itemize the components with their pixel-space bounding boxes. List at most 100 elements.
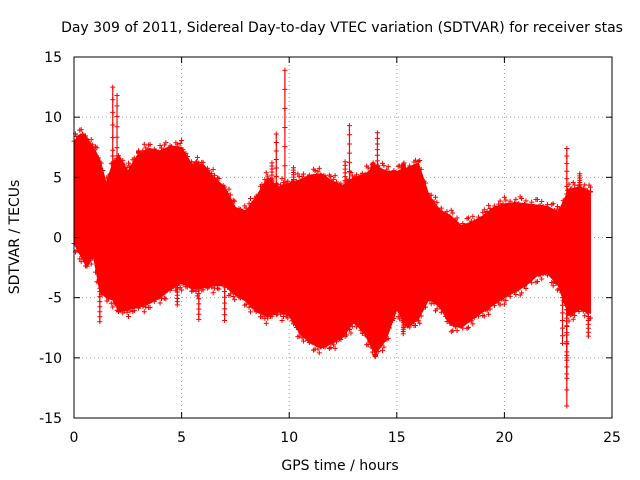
- data-spike-marker: [564, 323, 570, 329]
- data-point-marker: [354, 172, 360, 178]
- data-point-marker: [431, 300, 437, 306]
- data-point-marker: [309, 339, 315, 345]
- data-spike-marker: [370, 160, 376, 166]
- data-point-marker: [159, 296, 165, 302]
- data-point-marker: [372, 344, 378, 350]
- data-point-marker: [544, 202, 550, 208]
- data-spike-marker: [282, 86, 288, 92]
- data-point-marker: [521, 202, 527, 208]
- data-point-marker: [240, 210, 246, 216]
- data-spike-marker: [110, 160, 116, 166]
- data-point-marker: [126, 314, 132, 320]
- y-tick-label: 5: [53, 170, 62, 186]
- data-spike-marker: [273, 165, 279, 171]
- data-point-marker: [537, 272, 543, 278]
- data-point-marker: [509, 204, 515, 210]
- data-point-marker: [82, 133, 88, 139]
- data-point-marker: [440, 212, 446, 218]
- data-point-marker: [539, 199, 545, 205]
- data-point-marker: [486, 202, 492, 208]
- data-point-marker: [579, 191, 585, 197]
- data-spike-marker: [564, 403, 570, 409]
- axis-ticks: 0 5 10 15 20 25 -15 -10 -5 0 5 10 15: [39, 50, 621, 446]
- data-point-marker: [293, 324, 299, 330]
- data-point-marker: [367, 170, 373, 176]
- y-tick-label: -15: [39, 411, 62, 427]
- data-spike-marker: [114, 103, 120, 109]
- data-point-marker: [131, 308, 137, 314]
- data-point-marker: [156, 149, 162, 155]
- data-spike-marker: [374, 158, 380, 164]
- data-point-marker: [460, 221, 466, 227]
- data-point-marker: [510, 207, 516, 213]
- data-point-marker: [98, 160, 104, 166]
- data-point-marker: [219, 277, 225, 283]
- data-point-marker: [253, 309, 259, 315]
- y-tick-label: 0: [53, 231, 62, 247]
- data-point-marker: [316, 165, 322, 171]
- data-point-marker: [329, 179, 335, 185]
- data-spike-marker: [587, 189, 593, 195]
- data-point-marker: [154, 290, 160, 296]
- data-point-marker: [115, 309, 121, 315]
- data-point-marker: [192, 283, 198, 289]
- data-spike-marker: [342, 159, 348, 165]
- data-point-marker: [454, 328, 460, 334]
- data-point-marker: [308, 336, 314, 342]
- data-point-marker: [170, 150, 176, 156]
- data-point-marker: [75, 134, 81, 140]
- data-point-marker: [154, 153, 160, 159]
- data-point-marker: [250, 202, 256, 208]
- data-point-marker: [296, 333, 302, 339]
- data-point-marker: [418, 313, 424, 319]
- data-point-marker: [466, 324, 472, 330]
- data-point-marker: [233, 207, 239, 213]
- data-point-marker: [278, 311, 284, 317]
- data-point-marker: [160, 148, 166, 154]
- data-spike-marker: [273, 140, 279, 146]
- data-point-marker: [295, 171, 301, 177]
- data-point-marker: [207, 174, 213, 180]
- data-point-marker: [259, 314, 265, 320]
- y-tick-label: -10: [39, 351, 62, 367]
- data-point-marker: [447, 213, 453, 219]
- data-point-marker: [216, 286, 222, 292]
- data-point-marker: [134, 299, 140, 305]
- data-spike-marker: [196, 291, 202, 297]
- data-point-marker: [509, 287, 515, 293]
- data-point-marker: [306, 172, 312, 178]
- data-point-marker: [506, 202, 512, 208]
- data-point-marker: [367, 338, 373, 344]
- data-spike-marker: [110, 97, 116, 103]
- data-point-marker: [550, 283, 556, 289]
- data-point-marker: [430, 297, 436, 303]
- data-point-marker: [166, 149, 172, 155]
- data-point-marker: [532, 204, 538, 210]
- data-point-marker: [169, 285, 175, 291]
- data-point-marker: [94, 145, 100, 151]
- data-spike-marker: [273, 174, 279, 180]
- data-point-marker: [554, 204, 560, 210]
- data-point-marker: [217, 184, 223, 190]
- data-point-marker: [113, 300, 119, 306]
- data-point-marker: [540, 204, 546, 210]
- data-point-marker: [210, 167, 216, 173]
- data-point-marker: [542, 264, 548, 270]
- data-point-marker: [124, 165, 130, 171]
- data-spike-marker: [346, 132, 352, 138]
- data-point-marker: [565, 187, 571, 193]
- data-point-marker: [511, 289, 517, 295]
- data-point-marker: [245, 207, 251, 213]
- data-point-marker: [180, 147, 186, 153]
- data-point-marker: [110, 304, 116, 310]
- data-spike-marker: [374, 152, 380, 158]
- data-point-marker: [379, 348, 385, 354]
- data-point-marker: [298, 330, 304, 336]
- data-point-marker: [239, 290, 245, 296]
- data-point-marker: [476, 313, 482, 319]
- data-point-marker: [410, 167, 416, 173]
- data-point-marker: [424, 295, 430, 301]
- data-point-marker: [84, 136, 90, 142]
- data-spike-marker: [374, 147, 380, 153]
- data-point-marker: [200, 159, 206, 165]
